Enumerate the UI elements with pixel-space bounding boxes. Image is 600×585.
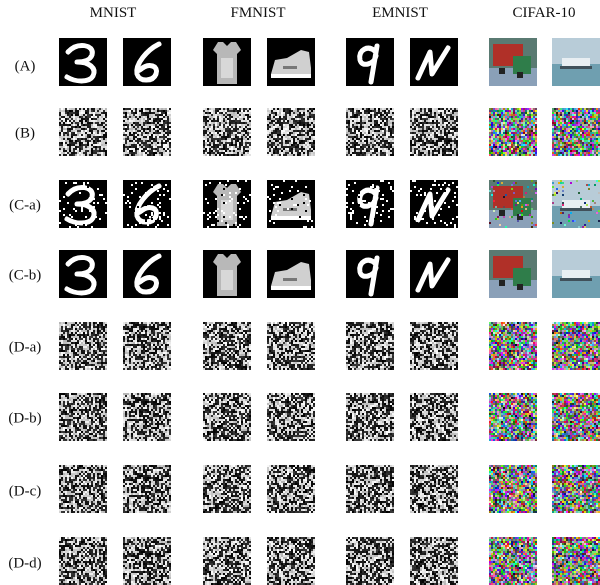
image-tile	[552, 393, 600, 441]
image-tile	[489, 465, 537, 513]
column-header-emnist: EMNIST	[372, 5, 428, 21]
image-tile	[59, 465, 107, 513]
image-tile	[489, 38, 537, 86]
image-tile	[59, 108, 107, 156]
image-tile	[552, 250, 600, 298]
image-tile	[346, 108, 394, 156]
column-header-mnist: MNIST	[89, 5, 137, 21]
image-tile	[59, 180, 107, 228]
row-label-d-c: (D-c)	[8, 483, 42, 500]
image-tile	[346, 537, 394, 585]
image-tile	[267, 250, 315, 298]
image-tile	[123, 465, 171, 513]
image-tile	[346, 38, 394, 86]
image-tile	[267, 465, 315, 513]
image-tile	[123, 537, 171, 585]
row-label-a: (A)	[14, 58, 36, 75]
image-tile	[410, 250, 458, 298]
image-tile	[267, 537, 315, 585]
image-tile	[203, 250, 251, 298]
image-tile	[267, 393, 315, 441]
column-header-cifar10: CIFAR-10	[512, 5, 576, 21]
row-label-d-b: (D-b)	[8, 410, 42, 427]
image-tile	[410, 322, 458, 370]
image-tile	[123, 393, 171, 441]
image-tile	[123, 180, 171, 228]
image-tile	[346, 250, 394, 298]
image-tile	[489, 322, 537, 370]
image-tile	[203, 322, 251, 370]
image-tile	[552, 180, 600, 228]
image-tile	[59, 38, 107, 86]
image-tile	[267, 108, 315, 156]
image-tile	[267, 322, 315, 370]
row-label-c-a: (C-a)	[9, 197, 41, 214]
row-label-d-d: (D-d)	[8, 555, 42, 572]
image-tile	[489, 250, 537, 298]
image-tile	[489, 393, 537, 441]
image-tile	[552, 108, 600, 156]
image-tile	[552, 38, 600, 86]
column-header-fmnist: FMNIST	[230, 5, 286, 21]
image-tile	[410, 180, 458, 228]
image-tile	[489, 180, 537, 228]
image-tile	[489, 537, 537, 585]
image-tile	[552, 537, 600, 585]
image-tile	[123, 322, 171, 370]
image-tile	[203, 108, 251, 156]
row-label-d-a: (D-a)	[8, 339, 42, 356]
image-tile	[59, 250, 107, 298]
image-tile	[59, 393, 107, 441]
image-tile	[203, 393, 251, 441]
image-tile	[203, 537, 251, 585]
image-tile	[346, 180, 394, 228]
image-tile	[267, 38, 315, 86]
image-tile	[410, 108, 458, 156]
image-tile	[489, 108, 537, 156]
image-tile	[552, 322, 600, 370]
image-tile	[203, 180, 251, 228]
image-tile	[59, 322, 107, 370]
image-tile	[123, 108, 171, 156]
image-tile	[267, 180, 315, 228]
image-tile	[346, 393, 394, 441]
image-tile	[410, 393, 458, 441]
image-tile	[410, 38, 458, 86]
image-tile	[203, 38, 251, 86]
image-tile	[203, 465, 251, 513]
image-tile	[123, 250, 171, 298]
image-tile	[552, 465, 600, 513]
image-tile	[410, 465, 458, 513]
image-tile	[346, 322, 394, 370]
image-tile	[123, 38, 171, 86]
row-label-c-b: (C-b)	[8, 267, 42, 284]
image-tile	[410, 537, 458, 585]
image-tile	[59, 537, 107, 585]
image-tile	[346, 465, 394, 513]
row-label-b: (B)	[15, 125, 35, 142]
